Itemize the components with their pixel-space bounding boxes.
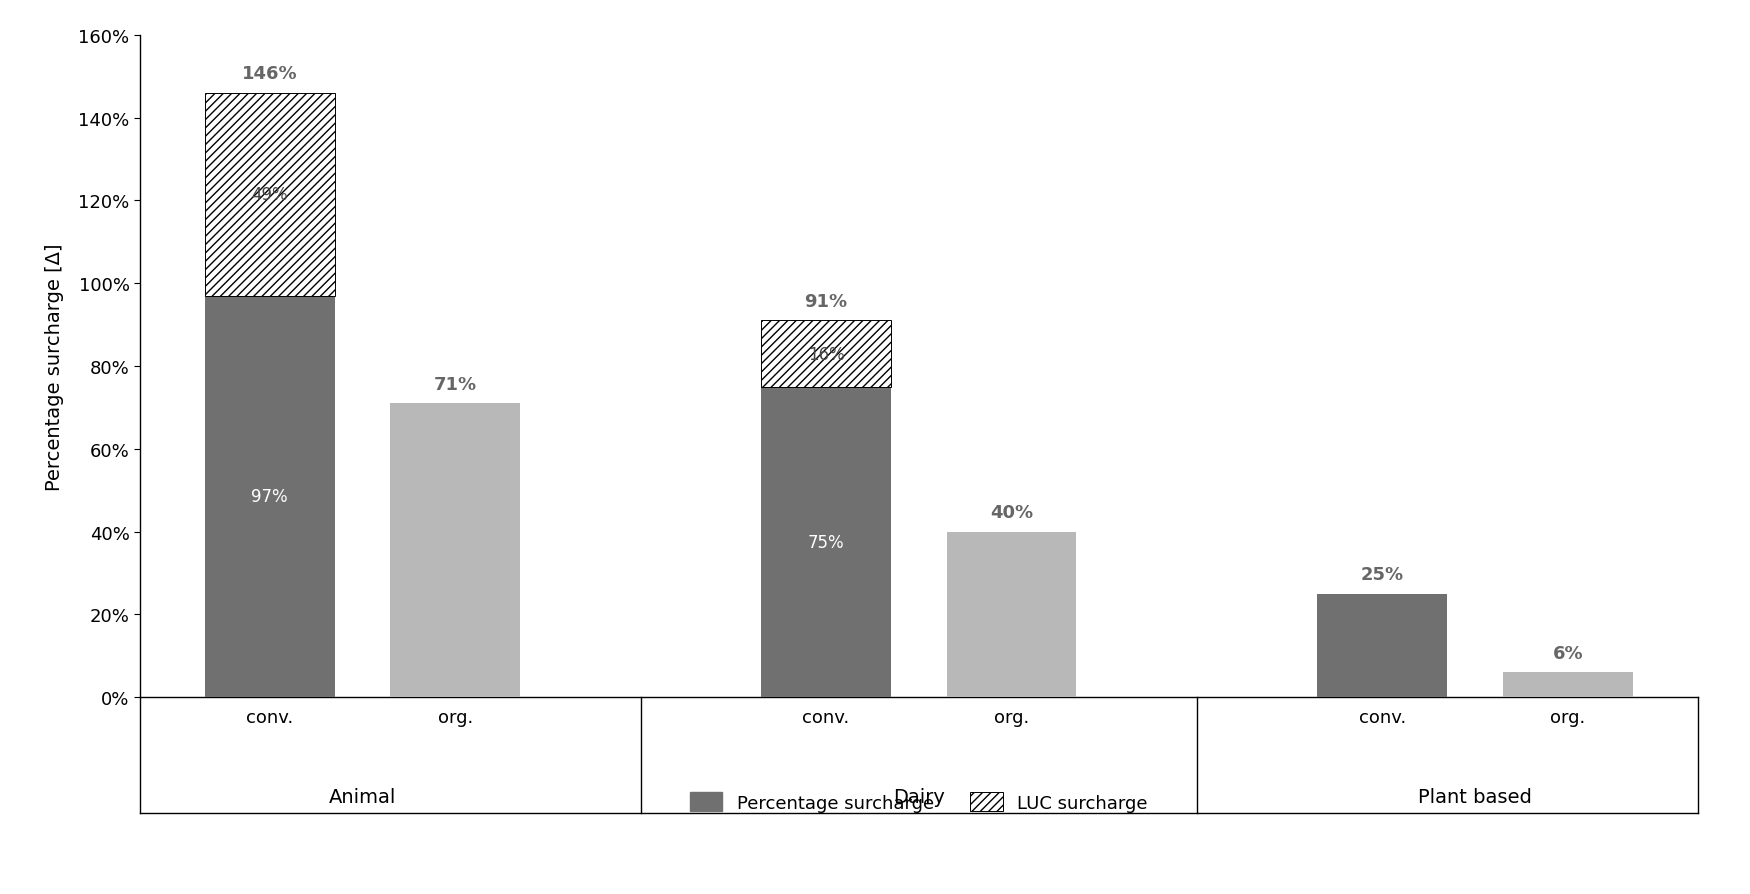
- Text: 146%: 146%: [242, 65, 298, 83]
- Text: 71%: 71%: [434, 375, 476, 393]
- Text: Dairy: Dairy: [892, 787, 945, 806]
- Text: 49%: 49%: [252, 186, 289, 204]
- Bar: [205, 296, 334, 697]
- Text: 16%: 16%: [808, 345, 845, 363]
- Bar: [761, 387, 891, 697]
- Bar: [1318, 594, 1447, 697]
- Bar: [947, 532, 1076, 697]
- Legend: Percentage surcharge, LUC surcharge: Percentage surcharge, LUC surcharge: [681, 783, 1157, 821]
- Text: 25%: 25%: [1362, 566, 1404, 584]
- Text: 97%: 97%: [252, 488, 289, 506]
- Text: 91%: 91%: [805, 292, 847, 311]
- Text: Plant based: Plant based: [1418, 787, 1531, 806]
- Text: 40%: 40%: [990, 503, 1032, 521]
- Bar: [761, 321, 891, 387]
- Bar: [205, 94, 334, 296]
- Text: Animal: Animal: [329, 787, 396, 806]
- Bar: [390, 404, 520, 697]
- Text: 75%: 75%: [808, 534, 843, 552]
- Text: 6%: 6%: [1552, 645, 1584, 662]
- Bar: [1503, 672, 1633, 697]
- Y-axis label: Percentage surcharge [Δ]: Percentage surcharge [Δ]: [46, 243, 65, 490]
